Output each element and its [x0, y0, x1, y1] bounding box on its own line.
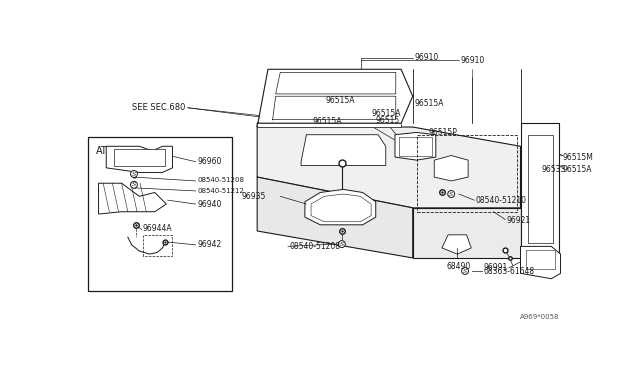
Text: S: S — [340, 241, 344, 247]
Polygon shape — [276, 73, 396, 94]
Polygon shape — [99, 183, 166, 214]
Polygon shape — [413, 208, 520, 258]
Text: 68490: 68490 — [447, 262, 471, 271]
Text: SEE SEC.680: SEE SEC.680 — [132, 103, 185, 112]
Text: 96910: 96910 — [414, 53, 438, 62]
Polygon shape — [395, 132, 436, 160]
Polygon shape — [435, 155, 468, 181]
Polygon shape — [257, 177, 413, 258]
Text: 96515A: 96515A — [326, 96, 355, 105]
Text: 96910: 96910 — [460, 55, 484, 64]
Text: S: S — [132, 171, 136, 176]
Text: 96515A: 96515A — [563, 165, 593, 174]
Text: 96942: 96942 — [197, 240, 221, 249]
Text: 96935: 96935 — [242, 192, 266, 201]
Text: 96515A: 96515A — [371, 109, 401, 118]
Text: 96944A: 96944A — [143, 224, 172, 233]
Text: 08540-51208: 08540-51208 — [197, 177, 244, 183]
Text: 96515A: 96515A — [414, 99, 444, 108]
Text: 96921: 96921 — [507, 217, 531, 225]
Polygon shape — [520, 123, 559, 254]
Text: 08540-51210: 08540-51210 — [476, 196, 527, 205]
Polygon shape — [520, 246, 561, 279]
Polygon shape — [257, 127, 520, 208]
Text: A969*0058: A969*0058 — [520, 314, 559, 320]
Text: 08540-51208: 08540-51208 — [289, 242, 340, 251]
Polygon shape — [273, 96, 396, 120]
Text: 08540-51212: 08540-51212 — [197, 188, 244, 194]
Polygon shape — [257, 69, 413, 127]
Text: S: S — [463, 269, 467, 273]
Polygon shape — [114, 150, 164, 166]
Polygon shape — [143, 235, 172, 256]
Polygon shape — [88, 137, 232, 291]
Text: 96515M: 96515M — [563, 153, 594, 162]
Text: 96960: 96960 — [197, 157, 221, 166]
Bar — [417, 135, 516, 212]
Polygon shape — [305, 189, 376, 225]
Polygon shape — [528, 135, 553, 243]
Text: 96533: 96533 — [541, 165, 566, 174]
Text: AT: AT — [95, 146, 108, 156]
Text: 08363-61648: 08363-61648 — [484, 266, 534, 276]
Text: 96515A: 96515A — [312, 117, 342, 126]
Text: 96940: 96940 — [197, 199, 221, 209]
Polygon shape — [311, 194, 371, 222]
Polygon shape — [399, 137, 432, 155]
Polygon shape — [442, 235, 471, 254]
Text: 96991: 96991 — [484, 263, 508, 272]
Polygon shape — [106, 146, 172, 173]
Text: S: S — [449, 192, 453, 196]
Text: S: S — [132, 182, 136, 187]
Polygon shape — [257, 123, 401, 127]
Text: 96515: 96515 — [376, 116, 400, 125]
Polygon shape — [301, 135, 386, 166]
Polygon shape — [526, 250, 555, 269]
Text: 96515P: 96515P — [428, 128, 457, 137]
